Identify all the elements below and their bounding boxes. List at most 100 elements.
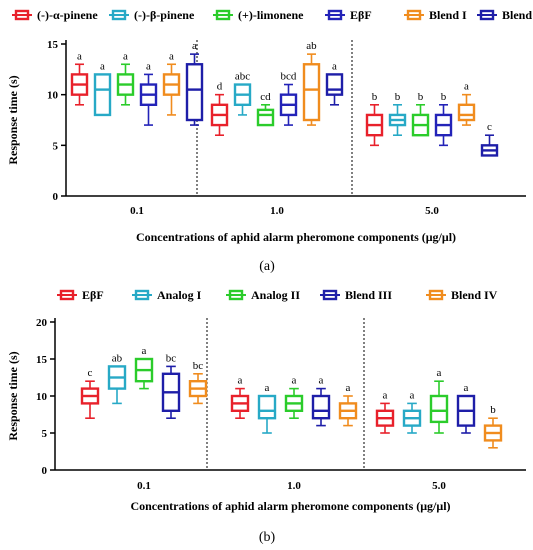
box-iqr [257, 394, 277, 420]
box-plot [402, 402, 422, 434]
legend-label: EβF [82, 288, 104, 302]
significance-letter: ab [112, 352, 123, 364]
box-plot [457, 93, 476, 126]
box-plot [134, 357, 154, 390]
legend-swatch [12, 9, 32, 21]
legend-label: EβF [350, 8, 372, 22]
legend-swatch [57, 289, 77, 301]
legend-swatch [132, 289, 152, 301]
legend-swatch [325, 9, 345, 21]
box-plot [365, 104, 384, 147]
legend-swatch-box [322, 289, 338, 301]
box-plot [311, 387, 331, 427]
significance-letter: a [142, 345, 147, 357]
significance-letter: a [319, 375, 324, 387]
significance-letter: a [169, 50, 174, 62]
legend-swatch-box [479, 9, 495, 21]
significance-letter: a [146, 60, 151, 72]
box-iqr [185, 63, 204, 122]
legend-swatch-box [406, 9, 422, 21]
box-plot [279, 83, 298, 126]
box-plot [257, 394, 277, 434]
legend-swatch-box [14, 9, 30, 21]
significance-letter: a [437, 367, 442, 379]
legend-swatch-box [111, 9, 127, 21]
significance-letter: ab [306, 40, 317, 52]
significance-letter: a [123, 50, 128, 62]
box-plot [230, 387, 250, 420]
legend-swatch [426, 289, 446, 301]
y-tick-label: 15 [47, 39, 59, 51]
significance-letter: a [77, 50, 82, 62]
x-axis-title: Concentrations of aphid alarm pheromone … [130, 499, 450, 513]
legend-label: (+)-limonene [238, 8, 304, 22]
legend-label: (-)-β-pinene [134, 8, 195, 22]
box-plot [107, 365, 127, 405]
x-tick-label: 5.0 [425, 205, 439, 217]
legend-label: Analog I [157, 288, 202, 302]
box-plot [93, 73, 112, 117]
legend-swatch-box [215, 9, 231, 21]
box-plot [188, 372, 208, 405]
y-tick-label: 20 [36, 317, 48, 329]
legend-swatch-box [59, 289, 75, 301]
legend-label: (-)-α-pinene [37, 8, 98, 22]
y-tick-label: 10 [36, 391, 48, 403]
y-tick-label: 15 [36, 354, 48, 366]
y-tick-label: 0 [42, 465, 48, 477]
y-axis-title: Response time (s) [6, 75, 20, 164]
y-tick-label: 5 [53, 140, 59, 152]
box-plot [256, 104, 275, 127]
significance-letter: a [346, 382, 351, 394]
box-plot [185, 53, 204, 126]
box-iqr [302, 63, 321, 122]
legend-swatch [226, 289, 246, 301]
box-plot [302, 53, 321, 126]
x-tick-label: 1.0 [270, 205, 284, 217]
box-plot [434, 104, 453, 147]
significance-letter: b [372, 91, 378, 103]
box-plot [210, 93, 229, 136]
panel-a: (-)-α-pinene (-)-β-pinene (+)-limonene EβF B… [6, 8, 533, 274]
box-plot [80, 380, 100, 420]
significance-letter: bcd [281, 71, 297, 83]
significance-letter: bc [193, 360, 204, 372]
box-iqr [93, 73, 112, 117]
box-iqr [311, 394, 331, 420]
significance-letter: a [100, 60, 105, 72]
box-plot [388, 104, 407, 136]
legend-swatch-box [228, 289, 244, 301]
legend-swatch-box [428, 289, 444, 301]
significance-letter: cd [260, 91, 271, 103]
panel-b: EβF Analog I Analog II Blend III Blend IV 0 5 1… [6, 288, 526, 545]
box-plot [480, 134, 499, 157]
significance-letter: b [490, 404, 496, 416]
box-plot [233, 83, 252, 116]
box-plot [375, 402, 395, 434]
box-plot [483, 417, 503, 449]
significance-letter: b [441, 91, 447, 103]
box-plot [139, 73, 158, 126]
legend-swatch [109, 9, 129, 21]
panel-label: (a) [259, 259, 275, 274]
box-iqr [429, 394, 449, 424]
significance-letter: b [418, 91, 424, 103]
significance-letter: c [487, 121, 492, 133]
x-axis-title: Concentrations of aphid alarm pheromone … [136, 230, 456, 244]
significance-letter: c [88, 367, 93, 379]
significance-letter: a [192, 40, 197, 52]
legend-label: Blend II [502, 8, 533, 22]
legend-label: Blend I [429, 8, 467, 22]
box-plot [456, 394, 476, 434]
significance-letter: a [464, 81, 469, 93]
legend-label: Blend III [345, 288, 392, 302]
y-tick-label: 10 [47, 90, 59, 102]
x-tick-label: 0.1 [130, 205, 144, 217]
y-tick-label: 0 [53, 191, 59, 203]
box-iqr [256, 108, 275, 127]
legend-label: Blend IV [451, 288, 498, 302]
box-plot [411, 104, 430, 137]
x-tick-label: 0.1 [137, 480, 151, 492]
significance-letter: a [265, 382, 270, 394]
